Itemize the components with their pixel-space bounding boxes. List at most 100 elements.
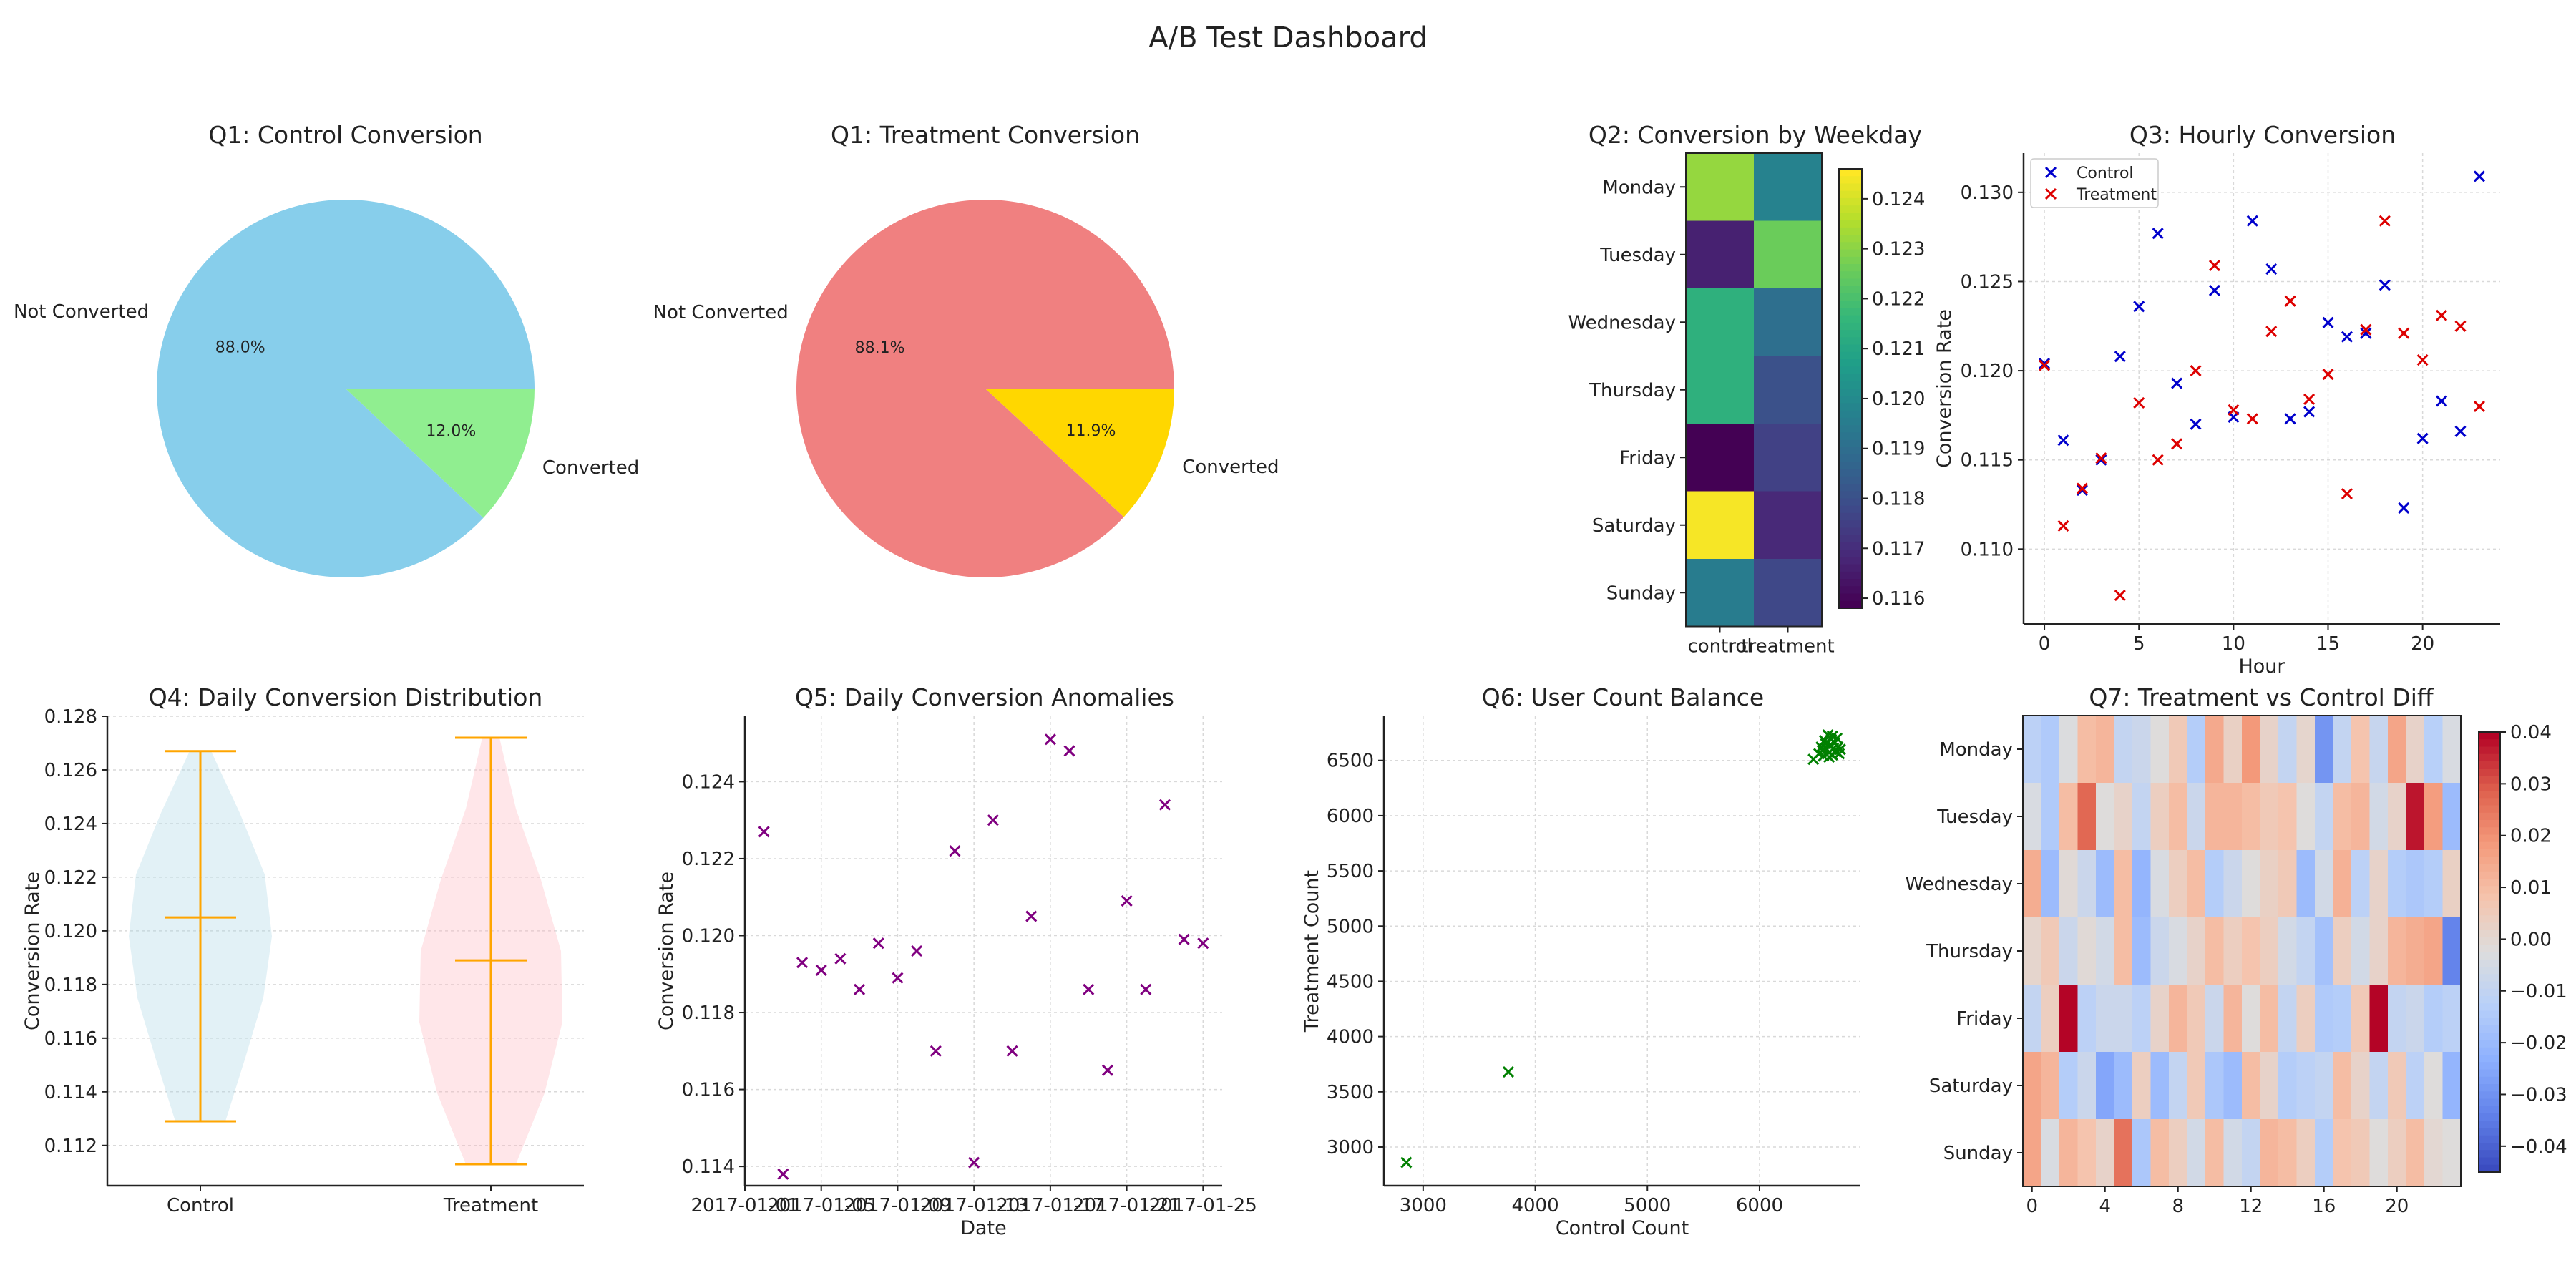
colorbar-band [2479, 988, 2500, 997]
user-count-point [1834, 743, 1846, 756]
diff-cell [2242, 783, 2261, 851]
colorbar-band [1839, 462, 1862, 470]
diff-cell [2023, 1052, 2042, 1120]
diff-cell [2041, 783, 2060, 851]
row-label: Tuesday [1936, 806, 2013, 828]
anomaly-point [1197, 937, 1209, 950]
diff-cell [2132, 1119, 2152, 1187]
diff-cell [2114, 1119, 2133, 1187]
diff-cell [2132, 783, 2152, 851]
colorbar-band [1839, 213, 1862, 221]
colorbar-band [2479, 805, 2500, 814]
colorbar-band [2479, 1062, 2500, 1070]
diff-cell [2315, 716, 2334, 784]
scatter-point-treatment [2398, 327, 2410, 339]
scatter-point-control [2076, 484, 2088, 497]
diff-cell [2388, 716, 2407, 784]
colorbar-band [1839, 476, 1862, 485]
colorbar-band [1839, 359, 1862, 368]
y-tick-label: 0.116 [44, 1028, 97, 1050]
scatter-point-control [2322, 316, 2334, 328]
y-tick-label: 0.128 [44, 706, 97, 728]
colorbar-band [2479, 1047, 2500, 1055]
diff-cell [2077, 783, 2097, 851]
diff-cell [2077, 1052, 2097, 1120]
y-tick-label: 6000 [1327, 806, 1374, 827]
diff-cell [2260, 985, 2279, 1053]
scatter-point-control [2379, 279, 2391, 291]
diff-cell [2424, 917, 2444, 985]
y-tick-label: 0.118 [44, 975, 97, 996]
y-tick-label: 0.124 [44, 814, 97, 835]
q1-treatment-pct-label: 88.1% [855, 339, 905, 357]
diff-cell [2296, 917, 2316, 985]
anomaly-point [987, 814, 999, 826]
colorbar-band [2479, 996, 2500, 1005]
y-axis-label: Conversion Rate [21, 872, 44, 1030]
colorbar-band [2479, 739, 2500, 748]
colorbar-band [2479, 864, 2500, 872]
diff-cell [2278, 716, 2298, 784]
x-tick-label: 6000 [1736, 1195, 1783, 1216]
x-tick-label: 2017-01-13 [920, 1195, 1028, 1216]
diff-cell [2369, 1119, 2389, 1187]
diff-cell [2351, 1052, 2371, 1120]
colorbar-band [2479, 827, 2500, 836]
diff-cell [2077, 985, 2097, 1053]
diff-cell [2442, 1052, 2462, 1120]
colorbar-band [2479, 849, 2500, 858]
x-tick-label: 2017-01-09 [844, 1195, 952, 1216]
anomaly-point [930, 1045, 942, 1057]
diff-cell [2205, 917, 2225, 985]
y-tick-label: 0.126 [44, 760, 97, 781]
colorbar-tick-label: 0.118 [1872, 489, 1925, 510]
colorbar-band [2479, 974, 2500, 982]
q1-treatment-pct-label: 11.9% [1066, 422, 1116, 440]
diff-cell [2205, 1119, 2225, 1187]
q1-control-slice-converted [346, 389, 535, 518]
diff-cell [2388, 985, 2407, 1053]
anomaly-point [777, 1168, 789, 1180]
diff-cell [2296, 1119, 2316, 1187]
scatter-point-control [2133, 301, 2145, 313]
q1-treatment-title: Q1: Treatment Conversion [831, 121, 1140, 149]
diff-cell [2059, 917, 2079, 985]
colorbar-band [2479, 900, 2500, 909]
diff-cell [2315, 917, 2334, 985]
colorbar-band [2479, 1069, 2500, 1078]
q4-violin-chart: Q4: Daily Conversion Distribution 0.112 0… [21, 683, 584, 1216]
diff-cell [2077, 1119, 2097, 1187]
colorbar-band [1839, 351, 1862, 361]
colorbar-band [1839, 337, 1862, 346]
colorbar-band [1839, 498, 1862, 507]
diff-cell [2041, 716, 2060, 784]
x-axis-label: Hour [2238, 655, 2285, 678]
diff-cell [2442, 716, 2462, 784]
diff-cell [2351, 985, 2371, 1053]
colorbar-band [1839, 381, 1862, 389]
diff-cell [2150, 1119, 2170, 1187]
colorbar-band [2479, 841, 2500, 850]
x-tick-label: 0 [2039, 633, 2051, 655]
scatter-point-treatment [2454, 320, 2467, 332]
colorbar-tick-label: −0.02 [2510, 1033, 2567, 1054]
anomaly-point [758, 826, 770, 838]
colorbar-band [1839, 169, 1862, 177]
row-label: Saturday [1592, 515, 1676, 537]
scatter-point-treatment [2208, 259, 2220, 272]
q2-weekday-heatmap: Q2: Conversion by Weekday Monday Tuesday W… [1568, 121, 1925, 658]
anomaly-point [1101, 1064, 1113, 1076]
diff-cell [2242, 1119, 2261, 1187]
colorbar-band [1839, 308, 1862, 316]
scatter-point-treatment [2171, 438, 2183, 450]
colorbar-band [1839, 344, 1862, 353]
diff-cell [2406, 716, 2425, 784]
anomaly-point [1006, 1045, 1018, 1057]
anomaly-point [815, 964, 827, 976]
diff-cell [2187, 985, 2206, 1053]
diff-cell [2260, 850, 2279, 918]
legend-label-treatment: Treatment [2076, 186, 2157, 204]
colorbar-band [2479, 871, 2500, 879]
diff-cell [2333, 716, 2352, 784]
diff-cell [2242, 917, 2261, 985]
